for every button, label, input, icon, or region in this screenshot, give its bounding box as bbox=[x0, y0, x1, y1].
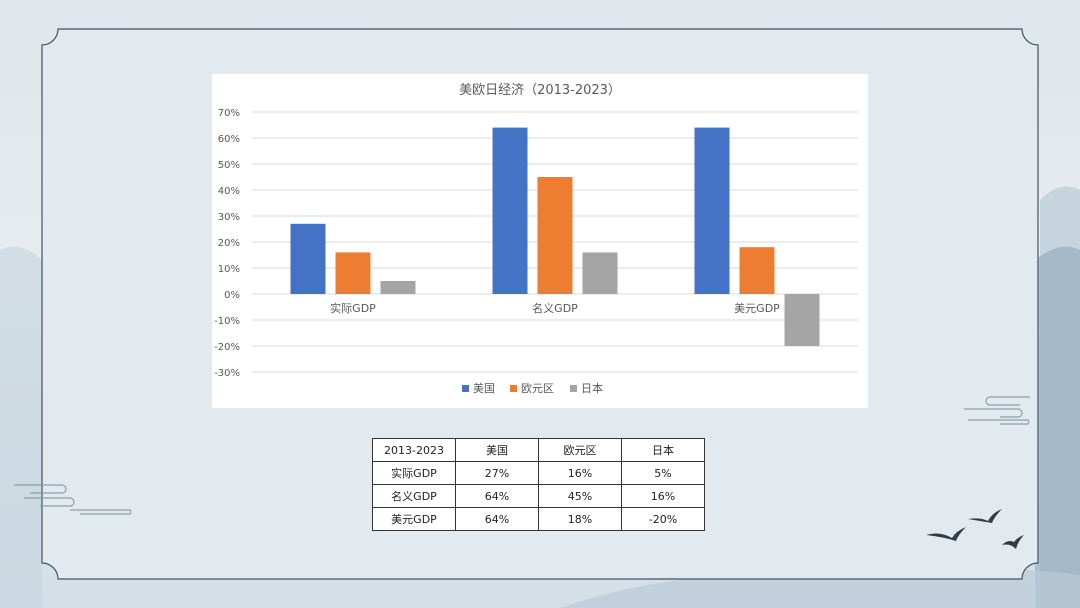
bar-2-2 bbox=[784, 294, 820, 346]
y-tick-label: 0% bbox=[224, 290, 240, 301]
table-row: 名义GDP 64% 45% 16% bbox=[372, 484, 705, 508]
legend-swatch bbox=[570, 385, 577, 392]
table-cell: 45% bbox=[538, 484, 622, 508]
y-tick-label: -20% bbox=[214, 342, 240, 353]
y-tick-label: 40% bbox=[218, 186, 240, 197]
bar-1-2 bbox=[582, 252, 618, 294]
table-cell: 2013-2023 bbox=[372, 438, 456, 462]
data-table: 2013-2023 美国 欧元区 日本 实际GDP 27% 16% 5% 名义GDP 64% 45%… bbox=[372, 438, 705, 531]
y-tick-label: -10% bbox=[214, 316, 240, 327]
y-tick-label: 50% bbox=[218, 160, 240, 171]
table-cell: 16% bbox=[621, 484, 705, 508]
table-cell: 名义GDP bbox=[372, 484, 456, 508]
table-header-row: 2013-2023 美国 欧元区 日本 bbox=[372, 438, 705, 462]
table-cell: 日本 bbox=[621, 438, 705, 462]
category-label: 名义GDP bbox=[532, 301, 578, 315]
bar-2-1 bbox=[739, 247, 775, 294]
y-axis-ticks: 70% 60% 50% 40% 30% 20% 10% 0% -10% -20% -30% bbox=[214, 108, 240, 379]
x-axis-categories: 实际GDP 名义GDP 美元GDP bbox=[330, 301, 780, 315]
table-cell: 美元GDP bbox=[372, 507, 456, 531]
table-row: 美元GDP 64% 18% -20% bbox=[372, 507, 705, 531]
table-cell: 欧元区 bbox=[538, 438, 622, 462]
bar-chart-panel: 美欧日经济（2013-2023） 70% 60% 50% 40% 30% 20% 10% 0%… bbox=[212, 74, 868, 408]
chart-legend: 美国 欧元区 日本 bbox=[462, 381, 603, 395]
table-cell: 64% bbox=[455, 484, 539, 508]
table-cell: 美国 bbox=[455, 438, 539, 462]
cloud-swirl-right-icon bbox=[964, 396, 1030, 425]
bar-0-1 bbox=[335, 252, 371, 294]
table-cell: 5% bbox=[621, 461, 705, 485]
chart-title: 美欧日经济（2013-2023） bbox=[459, 83, 621, 98]
table-row: 实际GDP 27% 16% 5% bbox=[372, 461, 705, 485]
bar-chart: 美欧日经济（2013-2023） 70% 60% 50% 40% 30% 20% 10% 0%… bbox=[214, 83, 858, 395]
legend-label: 美国 bbox=[473, 382, 495, 395]
table-cell: 实际GDP bbox=[372, 461, 456, 485]
table-cell: 18% bbox=[538, 507, 622, 531]
category-label: 美元GDP bbox=[734, 302, 780, 315]
table-cell: 16% bbox=[538, 461, 622, 485]
bar-1-1 bbox=[537, 177, 573, 294]
y-tick-label: 10% bbox=[218, 264, 240, 275]
y-tick-label: 30% bbox=[218, 212, 240, 223]
y-tick-label: 20% bbox=[218, 238, 240, 249]
bar-0-0 bbox=[290, 223, 326, 294]
y-tick-label: -30% bbox=[214, 368, 240, 379]
bar-0-2 bbox=[380, 281, 416, 294]
y-tick-label: 70% bbox=[218, 108, 240, 119]
chart-bars bbox=[290, 127, 820, 346]
y-tick-label: 60% bbox=[218, 134, 240, 145]
category-label: 实际GDP bbox=[330, 301, 376, 315]
birds-icon bbox=[926, 509, 1024, 549]
table-cell: 64% bbox=[455, 507, 539, 531]
table-cell: 27% bbox=[455, 461, 539, 485]
bar-2-0 bbox=[694, 127, 730, 294]
legend-swatch bbox=[510, 385, 517, 392]
table-cell: -20% bbox=[621, 507, 705, 531]
cloud-swirl-left-icon bbox=[14, 484, 132, 515]
legend-swatch bbox=[462, 385, 469, 392]
legend-label: 日本 bbox=[581, 381, 603, 395]
legend-label: 欧元区 bbox=[521, 382, 554, 395]
bar-1-0 bbox=[492, 127, 528, 294]
